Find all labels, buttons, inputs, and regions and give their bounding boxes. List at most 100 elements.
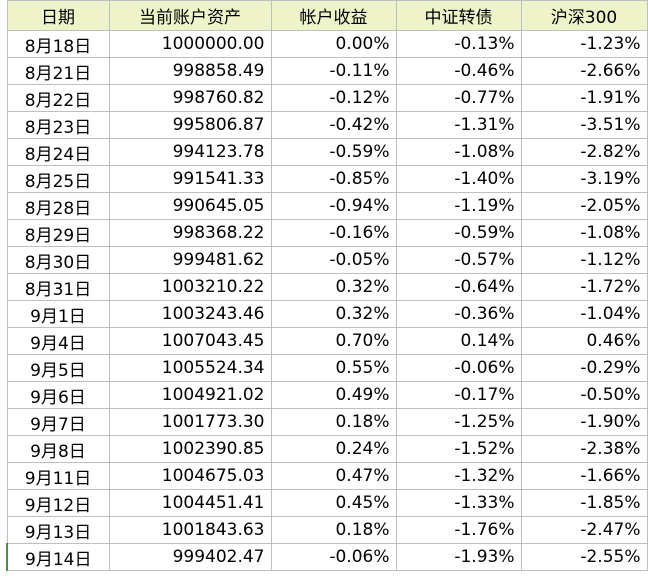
table-cell: -0.59% [395,219,522,247]
table-row: 8月28日 990645.05 -0.94% -1.19% -2.05% [6,192,648,220]
table-cell: 9月8日 [6,435,110,463]
table-cell: -0.29% [520,354,648,382]
table-cell: 994123.78 [108,138,272,166]
table-cell: -0.16% [270,219,397,247]
table-row: 9月8日 1002390.85 0.24% -1.52% -2.38% [6,435,648,463]
table-cell: -3.51% [520,111,648,139]
table-cell: -0.42% [270,111,397,139]
table-row: 8月29日 998368.22 -0.16% -0.59% -1.08% [6,219,648,247]
table-cell: 9月4日 [6,327,110,355]
table-cell: 1007043.45 [108,327,272,355]
table-cell: -0.85% [270,165,397,193]
table-cell: 0.00% [270,30,397,58]
table-cell: -0.11% [270,57,397,85]
table-cell: 995806.87 [108,111,272,139]
table-cell: 998760.82 [108,84,272,112]
table-cell: -1.04% [520,300,648,328]
table-cell: -2.82% [520,138,648,166]
table-cell: -1.66% [520,462,648,490]
table-cell: 0.18% [270,516,397,544]
data-table: 日期 当前账户资产 帐户收益 中证转债 沪深300 8月18日 1000000.00 0.0… [6,0,648,571]
table-cell: -0.77% [395,84,522,112]
table-cell: 9月1日 [6,300,110,328]
header-cell: 日期 [6,0,110,31]
table-cell: -0.36% [395,300,522,328]
table-cell: 8月24日 [6,138,110,166]
table-cell: -1.76% [395,516,522,544]
table-cell: 1004921.02 [108,381,272,409]
table-cell: -1.85% [520,489,648,517]
header-cell: 沪深300 [520,0,648,31]
table-cell: -1.72% [520,273,648,301]
table-cell: -2.38% [520,435,648,463]
table-cell: -2.55% [520,543,648,571]
table-cell: 0.24% [270,435,397,463]
table-cell: -1.19% [395,192,522,220]
header-row: 日期 当前账户资产 帐户收益 中证转债 沪深300 [6,0,648,31]
table-cell: 0.46% [520,327,648,355]
table-cell: 9月12日 [6,489,110,517]
table-row: 9月7日 1001773.30 0.18% -1.25% -1.90% [6,408,648,436]
table-row: 8月23日 995806.87 -0.42% -1.31% -3.51% [6,111,648,139]
table-cell: -0.13% [395,30,522,58]
table-cell: 1000000.00 [108,30,272,58]
table-cell: -0.06% [395,354,522,382]
table-cell: -0.12% [270,84,397,112]
table-cell: 999402.47 [108,543,272,571]
table-cell: -0.17% [395,381,522,409]
table-cell: -3.19% [520,165,648,193]
table-cell: 0.32% [270,300,397,328]
table-cell: 8月18日 [6,30,110,58]
table-row: 9月4日 1007043.45 0.70% 0.14% 0.46% [6,327,648,355]
table-cell: 1004451.41 [108,489,272,517]
table-row: 9月1日 1003243.46 0.32% -0.36% -1.04% [6,300,648,328]
table-cell: 1003210.22 [108,273,272,301]
table-cell: 998368.22 [108,219,272,247]
table-cell: 9月11日 [6,462,110,490]
table-row: 9月14日 999402.47 -0.06% -1.93% -2.55% [6,543,648,571]
table-cell: -1.33% [395,489,522,517]
header-cell: 当前账户资产 [108,0,272,31]
table-cell: -2.47% [520,516,648,544]
table-cell: 8月30日 [6,246,110,274]
table-row: 8月24日 994123.78 -0.59% -1.08% -2.82% [6,138,648,166]
table-cell: -1.08% [520,219,648,247]
table-cell: -0.50% [520,381,648,409]
table-row: 9月13日 1001843.63 0.18% -1.76% -2.47% [6,516,648,544]
table-cell: 991541.33 [108,165,272,193]
table-row: 8月21日 998858.49 -0.11% -0.46% -2.66% [6,57,648,85]
table-cell: 1005524.34 [108,354,272,382]
table-cell: 0.49% [270,381,397,409]
table-cell: -1.91% [520,84,648,112]
table-cell: 1003243.46 [108,300,272,328]
table-cell: 0.47% [270,462,397,490]
table-cell: -0.05% [270,246,397,274]
table-cell: -0.94% [270,192,397,220]
table-row: 9月5日 1005524.34 0.55% -0.06% -0.29% [6,354,648,382]
table-cell: 8月31日 [6,273,110,301]
table-cell: -2.05% [520,192,648,220]
table-row: 8月31日 1003210.22 0.32% -0.64% -1.72% [6,273,648,301]
header-cell: 中证转债 [395,0,522,31]
table-row: 9月6日 1004921.02 0.49% -0.17% -0.50% [6,381,648,409]
table-cell: 999481.62 [108,246,272,274]
header-cell: 帐户收益 [270,0,397,31]
table-cell: 8月21日 [6,57,110,85]
table-cell: 990645.05 [108,192,272,220]
table-cell: 0.45% [270,489,397,517]
table-cell: 0.14% [395,327,522,355]
table-cell: -1.12% [520,246,648,274]
table-cell: 8月22日 [6,84,110,112]
table-cell: 0.70% [270,327,397,355]
table-cell: 0.55% [270,354,397,382]
table-cell: 8月23日 [6,111,110,139]
table-cell: -0.64% [395,273,522,301]
table-row: 8月25日 991541.33 -0.85% -1.40% -3.19% [6,165,648,193]
table-cell: -1.23% [520,30,648,58]
table-cell: 9月13日 [6,516,110,544]
table-cell: 998858.49 [108,57,272,85]
table-row: 9月11日 1004675.03 0.47% -1.32% -1.66% [6,462,648,490]
table-cell: 9月14日 [6,543,110,571]
table-cell: -1.90% [520,408,648,436]
